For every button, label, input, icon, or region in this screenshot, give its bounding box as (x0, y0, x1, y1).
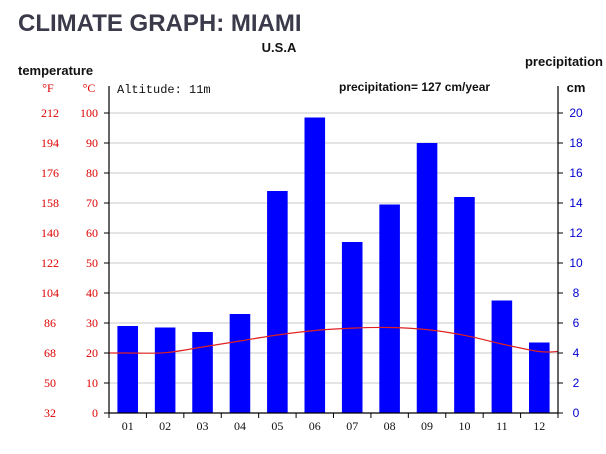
chart-subtitle: U.S.A (262, 40, 297, 55)
precipitation-tick-label: 4 (573, 346, 580, 360)
fahrenheit-tick-label: 68 (44, 346, 56, 360)
precipitation-bar-05 (267, 191, 288, 413)
precipitation-tick-label: 10 (569, 256, 583, 270)
celsius-tick-label: 60 (86, 226, 98, 240)
month-tick-label: 11 (496, 419, 508, 433)
precipitation-bar-02 (154, 327, 176, 413)
precipitation-tick-label: 2 (573, 376, 580, 390)
celsius-tick-label: 10 (86, 376, 98, 390)
celsius-tick-labels: 0 10 20 30 40 50 60 70 80 90 100 (80, 106, 98, 420)
fahrenheit-tick-label: 50 (44, 376, 56, 390)
precipitation-tick-label: 6 (573, 316, 580, 330)
precipitation-bar-11 (491, 300, 513, 413)
fahrenheit-tick-label: 158 (41, 196, 59, 210)
month-tick-label: 02 (159, 419, 171, 433)
month-tick-label: 05 (271, 419, 283, 433)
precipitation-bar-08 (379, 204, 400, 413)
month-tick-label: 04 (234, 419, 246, 433)
precipitation-bar-01 (117, 326, 138, 413)
precipitation-tick-label: 20 (569, 106, 583, 120)
month-tick-label: 12 (533, 419, 545, 433)
celsius-tick-label: 40 (86, 286, 98, 300)
annual-precipitation-label: precipitation= 127 cm/year (339, 80, 490, 94)
fahrenheit-tick-labels: 32 50 68 86 104 122 140 158 176 194 212 (41, 106, 59, 420)
celsius-tick-label: 90 (86, 136, 98, 150)
precipitation-tick-label: 12 (569, 226, 583, 240)
month-tick-label: 08 (384, 419, 396, 433)
precipitation-tick-label: 18 (569, 136, 583, 150)
celsius-tick-label: 30 (86, 316, 98, 330)
celsius-tick-label: 50 (86, 256, 98, 270)
fahrenheit-tick-label: 32 (44, 406, 56, 420)
fahrenheit-tick-label: 122 (41, 256, 59, 270)
axes (104, 86, 563, 418)
temperature-axis-title: temperature (18, 63, 93, 78)
fahrenheit-tick-label: 194 (41, 136, 59, 150)
fahrenheit-tick-label: 86 (44, 316, 56, 330)
month-tick-labels: 01 02 03 04 05 06 07 08 09 10 11 12 (122, 419, 546, 433)
precipitation-bar-06 (304, 117, 326, 413)
month-tick-label: 07 (346, 419, 358, 433)
celsius-tick-label: 100 (80, 106, 98, 120)
precipitation-bar-10 (454, 197, 475, 413)
chart-title: CLIMATE GRAPH: MIAMI (18, 10, 302, 37)
fahrenheit-tick-label: 212 (41, 106, 59, 120)
celsius-tick-label: 20 (86, 346, 98, 360)
month-tick-label: 10 (458, 419, 470, 433)
celsius-tick-label: 80 (86, 166, 98, 180)
temperature-line (108, 326, 559, 354)
precipitation-bar-03 (192, 332, 213, 413)
month-tick-label: 06 (309, 419, 321, 433)
fahrenheit-tick-label: 176 (41, 166, 59, 180)
precipitation-axis-title: precipitation (525, 54, 603, 69)
fahrenheit-unit: °F (42, 81, 54, 95)
precipitation-tick-label: 16 (569, 166, 583, 180)
precipitation-tick-labels: 0 2 4 6 8 10 12 14 16 18 20 (569, 106, 583, 420)
precipitation-bar-09 (416, 143, 438, 413)
fahrenheit-tick-label: 140 (41, 226, 59, 240)
precipitation-tick-label: 14 (569, 196, 583, 210)
altitude-label: Altitude: 11m (117, 83, 211, 97)
celsius-tick-label: 70 (86, 196, 98, 210)
precipitation-tick-label: 0 (573, 406, 580, 420)
fahrenheit-tick-label: 104 (41, 286, 59, 300)
precipitation-unit: cm (567, 80, 586, 95)
precipitation-bars (117, 117, 550, 413)
gridlines (109, 112, 558, 384)
month-tick-label: 09 (421, 419, 433, 433)
month-tick-label: 01 (122, 419, 134, 433)
precipitation-bar-12 (529, 342, 550, 413)
precipitation-bar-04 (229, 314, 251, 413)
celsius-tick-label: 0 (92, 406, 98, 420)
precipitation-tick-label: 8 (573, 286, 580, 300)
celsius-unit: °C (83, 81, 96, 95)
month-tick-label: 03 (197, 419, 209, 433)
